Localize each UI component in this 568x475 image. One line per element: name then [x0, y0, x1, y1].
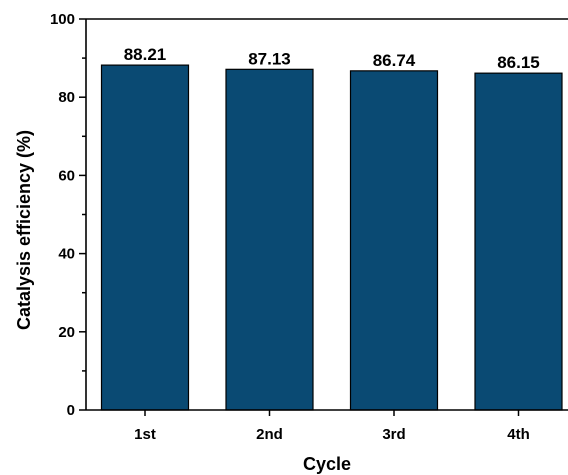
- x-tick-label-1st: 1st: [134, 426, 156, 443]
- x-tick-label-4th: 4th: [507, 426, 530, 443]
- x-axis-title: Cycle: [303, 454, 351, 474]
- bar-4th: [474, 72, 563, 411]
- bar-3rd: [349, 70, 439, 411]
- bar-1st: [100, 64, 190, 411]
- x-tick-label-3rd: 3rd: [382, 426, 405, 443]
- y-tick-label-100: 100: [50, 11, 75, 28]
- y-tick-label-60: 60: [58, 167, 75, 184]
- y-axis-title: Catalysis efficiency (%): [14, 130, 34, 330]
- x-tick-label-2nd: 2nd: [256, 426, 283, 443]
- bar-2nd: [225, 68, 314, 411]
- data-label-1st: 88.21: [124, 45, 167, 64]
- data-label-4th: 86.15: [497, 53, 540, 72]
- axes-layer: 1st 2nd 3rd 4th 0 20 40 60 80 100: [50, 11, 568, 443]
- bars-layer: [100, 64, 563, 411]
- data-label-3rd: 86.74: [373, 51, 416, 70]
- y-tick-label-80: 80: [58, 89, 75, 106]
- data-labels-layer: 88.21 87.13 86.74 86.15: [124, 45, 540, 72]
- y-tick-label-20: 20: [58, 324, 75, 341]
- y-tick-label-40: 40: [58, 246, 75, 263]
- y-tick-label-0: 0: [67, 402, 75, 419]
- data-label-2nd: 87.13: [248, 49, 291, 68]
